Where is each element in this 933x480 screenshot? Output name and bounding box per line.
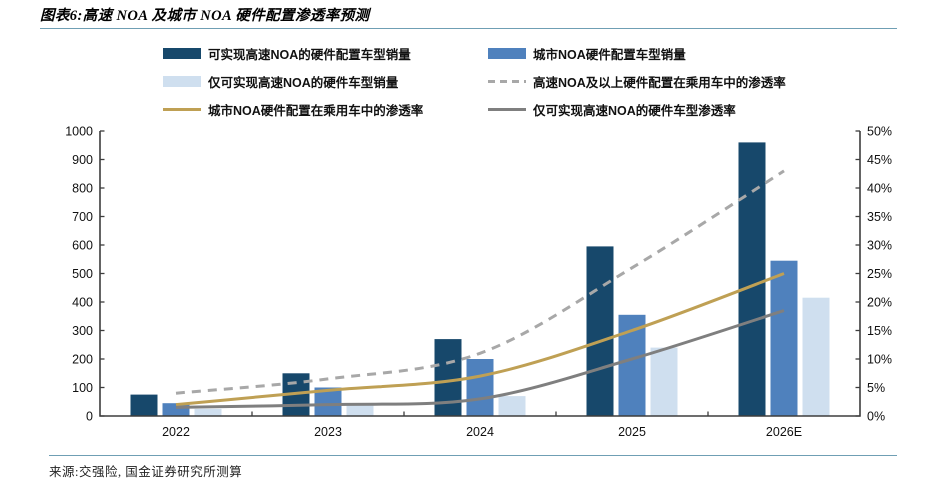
line-series1: [175, 272, 785, 407]
title-divider: [40, 28, 897, 29]
legend-label: 城市NOA硬件配置车型销量: [533, 48, 686, 62]
bar-series2-2022: [194, 408, 222, 416]
source-note: 来源:交强险, 国金证券研究所测算: [49, 465, 243, 479]
legend-label: 仅可实现高速NOA的硬件车型销量: [208, 76, 399, 90]
legend: 可实现高速NOA的硬件配置车型销量 城市NOA硬件配置车型销量仅可实现高速NOA的…: [163, 44, 786, 119]
line-series0: [175, 169, 785, 395]
legend-item-2: 仅可实现高速NOA的硬件车型销量: [163, 72, 488, 91]
bar-series2-2026E: [802, 297, 830, 416]
right-axis-label: 50%: [867, 124, 892, 138]
legend-item-4: 城市NOA硬件配置在乘用车中的渗透率: [163, 100, 488, 119]
legend-label: 城市NOA硬件配置在乘用车中的渗透率: [208, 104, 424, 118]
bar-series1-2024: [466, 359, 494, 416]
left-axis-label: 500: [72, 267, 93, 281]
left-axis-label: 200: [72, 352, 93, 366]
legend-item-1: 城市NOA硬件配置车型销量: [488, 44, 786, 63]
chart-title: 图表6:高速 NOA 及城市 NOA 硬件配置渗透率预测: [40, 8, 370, 24]
right-axis-label: 40%: [867, 181, 892, 195]
legend-label: 仅可实现高速NOA的硬件车型渗透率: [533, 104, 736, 118]
legend-swatch-bar: [163, 76, 201, 87]
legend-item-0: 可实现高速NOA的硬件配置车型销量: [163, 44, 488, 63]
right-axis-label: 5%: [867, 381, 885, 395]
legend-swatch-bar: [488, 48, 526, 59]
bar-series0-2022: [130, 394, 158, 416]
bar-series2-2025: [650, 347, 678, 416]
line-series2: [175, 309, 785, 409]
left-axis-label: 0: [86, 409, 93, 423]
bar-series2-2024: [498, 396, 526, 416]
legend-swatch-bar: [163, 48, 201, 59]
source-divider: [49, 455, 897, 456]
bar-series1-2026E: [770, 260, 798, 416]
left-axis-label: 1000: [65, 124, 93, 138]
right-axis-label: 35%: [867, 210, 892, 224]
right-axis-label: 45%: [867, 153, 892, 167]
x-axis-label: 2024: [466, 425, 494, 439]
legend-swatch-line: [163, 107, 201, 112]
left-axis-label: 800: [72, 181, 93, 195]
left-axis-label: 100: [72, 381, 93, 395]
x-axis-label: 2023: [314, 425, 342, 439]
right-axis-label: 30%: [867, 238, 892, 252]
right-axis-label: 20%: [867, 295, 892, 309]
left-axis-label: 300: [72, 324, 93, 338]
legend-swatch-dashed: [488, 79, 526, 84]
right-axis-label: 25%: [867, 267, 892, 281]
left-axis-label: 900: [72, 153, 93, 167]
x-axis-label: 2026E: [766, 425, 802, 439]
legend-item-3: 高速NOA及以上硬件配置在乘用车中的渗透率: [488, 72, 786, 91]
right-axis-label: 15%: [867, 324, 892, 338]
legend-label: 高速NOA及以上硬件配置在乘用车中的渗透率: [533, 76, 786, 90]
left-axis-label: 400: [72, 295, 93, 309]
legend-swatch-line: [488, 107, 526, 112]
x-axis-label: 2022: [162, 425, 190, 439]
left-axis-label: 600: [72, 238, 93, 252]
right-axis-label: 0%: [867, 409, 885, 423]
legend-label: 可实现高速NOA的硬件配置车型销量: [208, 48, 411, 62]
left-axis-label: 700: [72, 210, 93, 224]
x-axis-label: 2025: [618, 425, 646, 439]
legend-item-5: 仅可实现高速NOA的硬件车型渗透率: [488, 100, 786, 119]
bar-series0-2026E: [738, 142, 766, 416]
bar-series0-2025: [586, 246, 614, 416]
right-axis-label: 10%: [867, 352, 892, 366]
bar-series2-2023: [346, 404, 374, 416]
